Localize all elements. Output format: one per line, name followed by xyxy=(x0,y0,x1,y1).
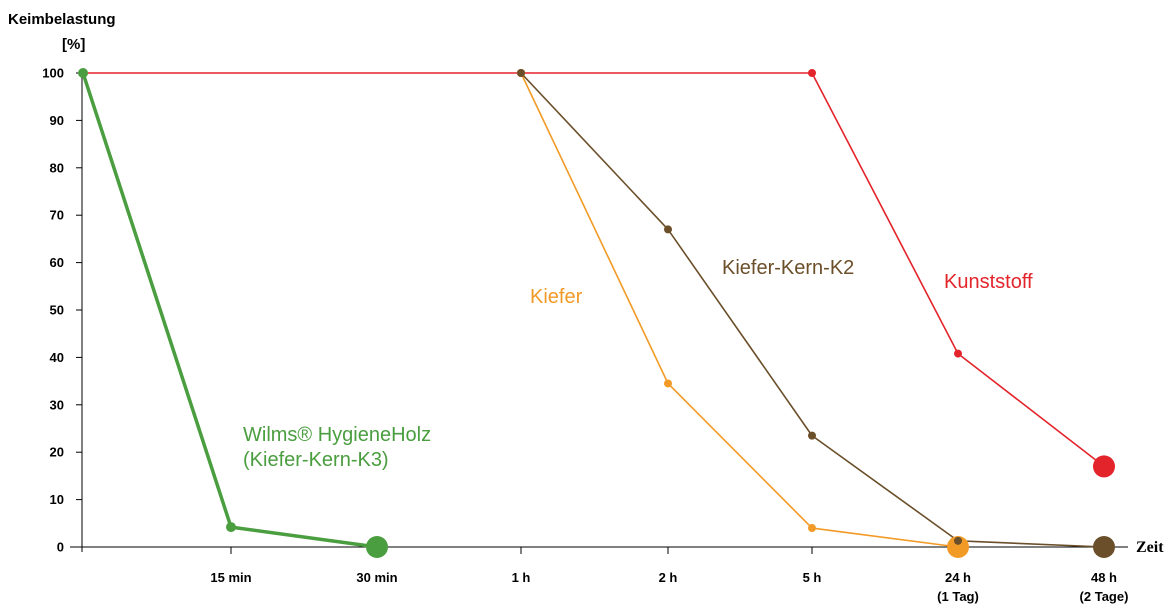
series-point xyxy=(78,68,88,78)
y-tick-label: 30 xyxy=(50,397,64,412)
series-lines xyxy=(81,72,1105,549)
x-tick-label: 1 h xyxy=(512,570,531,585)
series-label: Kiefer xyxy=(530,286,583,308)
series-line xyxy=(520,72,959,548)
series-labels: Wilms® HygieneHolz (Kiefer-Kern-K3) Kiefer… xyxy=(243,257,1033,471)
y-ticks: 0 10 20 30 40 50 60 70 80 90 100 xyxy=(42,66,82,555)
x-tick-label: 5 h xyxy=(803,570,822,585)
y-axis-title: Keimbelastung xyxy=(8,11,116,28)
y-tick-label: 60 xyxy=(50,255,64,270)
series-point xyxy=(664,379,672,388)
series-point xyxy=(808,524,816,533)
series-point xyxy=(808,69,816,77)
y-tick-label: 20 xyxy=(50,445,64,460)
series-label: (Kiefer-Kern-K3) xyxy=(243,449,389,471)
y-axis-unit: [%] xyxy=(62,36,85,53)
series-end-point xyxy=(947,536,969,558)
series-point xyxy=(808,431,816,440)
x-tick-label: 24 h xyxy=(945,570,971,585)
series-point xyxy=(664,225,672,234)
y-tick-label: 90 xyxy=(50,113,64,128)
x-tick-label: 48 h xyxy=(1091,570,1117,585)
series-end-point xyxy=(1093,455,1115,478)
series-point xyxy=(517,69,525,77)
series-label: Wilms® HygieneHolz xyxy=(243,424,431,446)
x-tick-label: 15 min xyxy=(210,570,251,585)
series-label: Kunststoff xyxy=(944,271,1033,293)
x-tick-sublabel: (1 Tag) xyxy=(937,589,979,604)
series-end-point xyxy=(366,536,388,558)
y-tick-label: 70 xyxy=(50,208,64,223)
x-tick-label: 30 min xyxy=(356,570,397,585)
series-line xyxy=(81,72,378,549)
y-tick-label: 0 xyxy=(57,540,64,555)
series-line xyxy=(83,72,1105,468)
series-label: Kiefer-Kern-K2 xyxy=(722,257,854,279)
x-axis-title: Zeit xyxy=(1136,539,1164,556)
y-tick-label: 40 xyxy=(50,350,64,365)
y-tick-label: 80 xyxy=(50,160,64,175)
y-tick-label: 10 xyxy=(50,492,64,507)
series-point xyxy=(226,522,236,533)
series-line xyxy=(520,72,1105,548)
y-tick-label: 100 xyxy=(42,66,64,81)
x-ticks: 15 min 30 min 1 h 2 h 5 h 24 h (1 Tag) 48 h (2 T… xyxy=(210,547,1128,604)
series-point xyxy=(954,536,962,545)
y-tick-label: 50 xyxy=(50,303,64,318)
series-point xyxy=(954,349,962,358)
x-tick-sublabel: (2 Tage) xyxy=(1080,589,1129,604)
series-end-point xyxy=(1093,536,1115,558)
series-points xyxy=(78,68,1115,558)
x-tick-label: 2 h xyxy=(659,570,678,585)
